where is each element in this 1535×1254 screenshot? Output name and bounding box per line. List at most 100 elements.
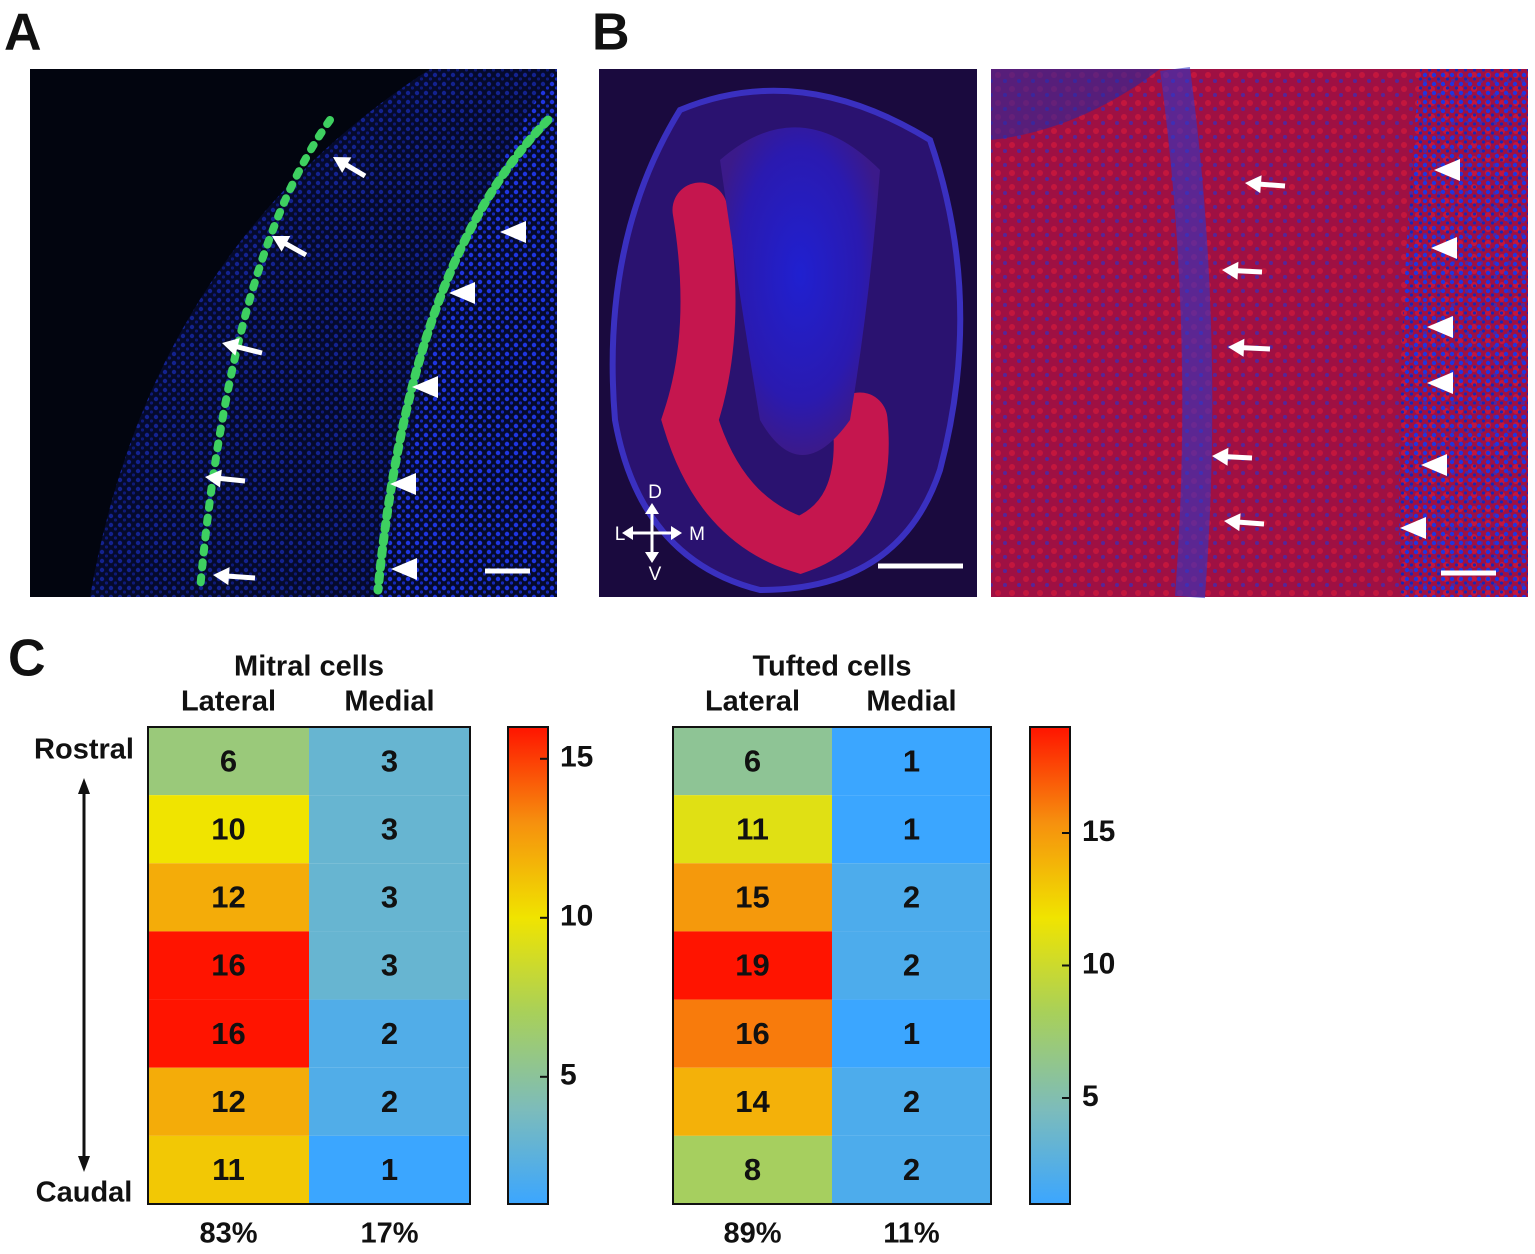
colorbar-tick-label: 15 [560,741,593,774]
heatmap-cell [309,1067,470,1136]
cell-label: 2 [903,948,920,983]
arrowhead-marker [449,282,475,304]
heatmap-cell [148,1135,309,1204]
orientation-label: M [689,524,705,545]
arrow-head [1228,338,1245,357]
heatmap-cell [832,999,991,1068]
heatmap-cell [673,999,832,1068]
heatmap-cell [832,795,991,864]
heatmap-cell [832,1067,991,1136]
arrowhead-marker [1431,237,1457,259]
heatmap-title: Tufted cells [753,651,912,683]
axis-label: Rostral [34,734,134,766]
orientation-label: D [648,482,662,503]
arrow-head [272,235,291,252]
arrowhead-marker [500,221,526,243]
cell-label: 6 [744,743,761,778]
heatmap-cell [832,727,991,796]
column-label: Lateral [705,686,800,718]
cell-label: 10 [211,811,245,846]
heatmap-cell [309,795,470,864]
arrowhead-marker [1421,454,1447,476]
cell-label: 1 [381,1152,398,1187]
cell-label: 1 [903,743,920,778]
heatmap-cell [148,999,309,1068]
heatmap-cell [673,1067,832,1136]
cell-label: 3 [381,743,398,778]
heatmap-cell [148,727,309,796]
arrow-head [1245,175,1262,194]
cell-label: 11 [736,811,769,846]
arrow-head [205,469,222,488]
axis-label: Caudal [36,1177,133,1209]
heatmap-cell [673,863,832,932]
percentage-label: 17% [360,1218,418,1250]
heatmap-title: Mitral cells [234,651,384,683]
heatmap-cell [309,999,470,1068]
column-label: Medial [866,686,956,718]
colorbar-tick-label: 10 [1082,947,1115,980]
arrowhead-marker [391,558,417,580]
heatmap-cell [309,931,470,1000]
arrowhead-marker [1427,372,1453,394]
rostral-caudal-arrow [78,778,90,1172]
arrowhead-marker [1400,517,1426,539]
annotation-arrows [205,157,1460,586]
heatmap-cell [309,727,470,796]
cell-label: 2 [381,1016,398,1051]
cell-label: 2 [903,880,920,915]
cell-label: 1 [903,811,920,846]
arrow-head [1222,261,1239,280]
arrow-head [1224,513,1241,532]
orientation-label: V [649,564,662,585]
micrograph-b-detail [991,67,1528,599]
arrow-head [213,567,230,586]
cell-label: 3 [381,880,398,915]
arrow-head [333,157,352,173]
cell-label: 12 [211,880,245,915]
cell-label: 2 [381,1084,398,1119]
cell-label: 6 [220,743,237,778]
cell-label: 15 [735,880,769,915]
heatmap-cell [673,727,832,796]
heatmap-cell [832,931,991,1000]
arrowhead-marker [390,473,416,495]
panel-label: B [592,4,630,62]
heatmap-cell [148,863,309,932]
cell-label: 12 [211,1084,245,1119]
heatmap-border [672,726,992,1205]
percentage-label: 11% [883,1218,940,1250]
cell-label: 14 [735,1084,770,1119]
cell-label: 16 [735,1016,769,1051]
arrowhead-marker [1427,316,1453,338]
panel-label: A [4,4,42,62]
colorbar-tick-label: 5 [1082,1080,1099,1113]
percentage-label: 89% [723,1218,781,1250]
heatmap-cell [673,931,832,1000]
cell-label: 3 [381,811,398,846]
arrow-head [222,338,240,356]
colorbar-tick-label: 15 [1082,815,1115,848]
heatmap-cell [148,931,309,1000]
heatmap-cell [832,1135,991,1204]
heatmap-cell [673,1135,832,1204]
arrowhead-marker [1434,159,1460,181]
heatmap-cell [673,795,832,864]
column-label: Medial [344,686,434,718]
heatmap-cell [309,863,470,932]
colorbar-tick-label: 5 [560,1059,577,1092]
colorbar [507,726,549,1205]
arrow-head [1212,447,1229,466]
cell-label: 2 [903,1084,920,1119]
heatmap-cell [148,795,309,864]
cell-label: 16 [211,1016,245,1051]
heatmap-cell [148,1067,309,1136]
heatmap-border [147,726,471,1205]
column-label: Lateral [181,686,276,718]
cell-label: 11 [212,1152,245,1187]
cell-label: 8 [744,1152,761,1187]
micrograph-b-overview [599,69,977,597]
colorbar-tick-label: 10 [560,900,593,933]
micrograph-a [30,69,557,597]
